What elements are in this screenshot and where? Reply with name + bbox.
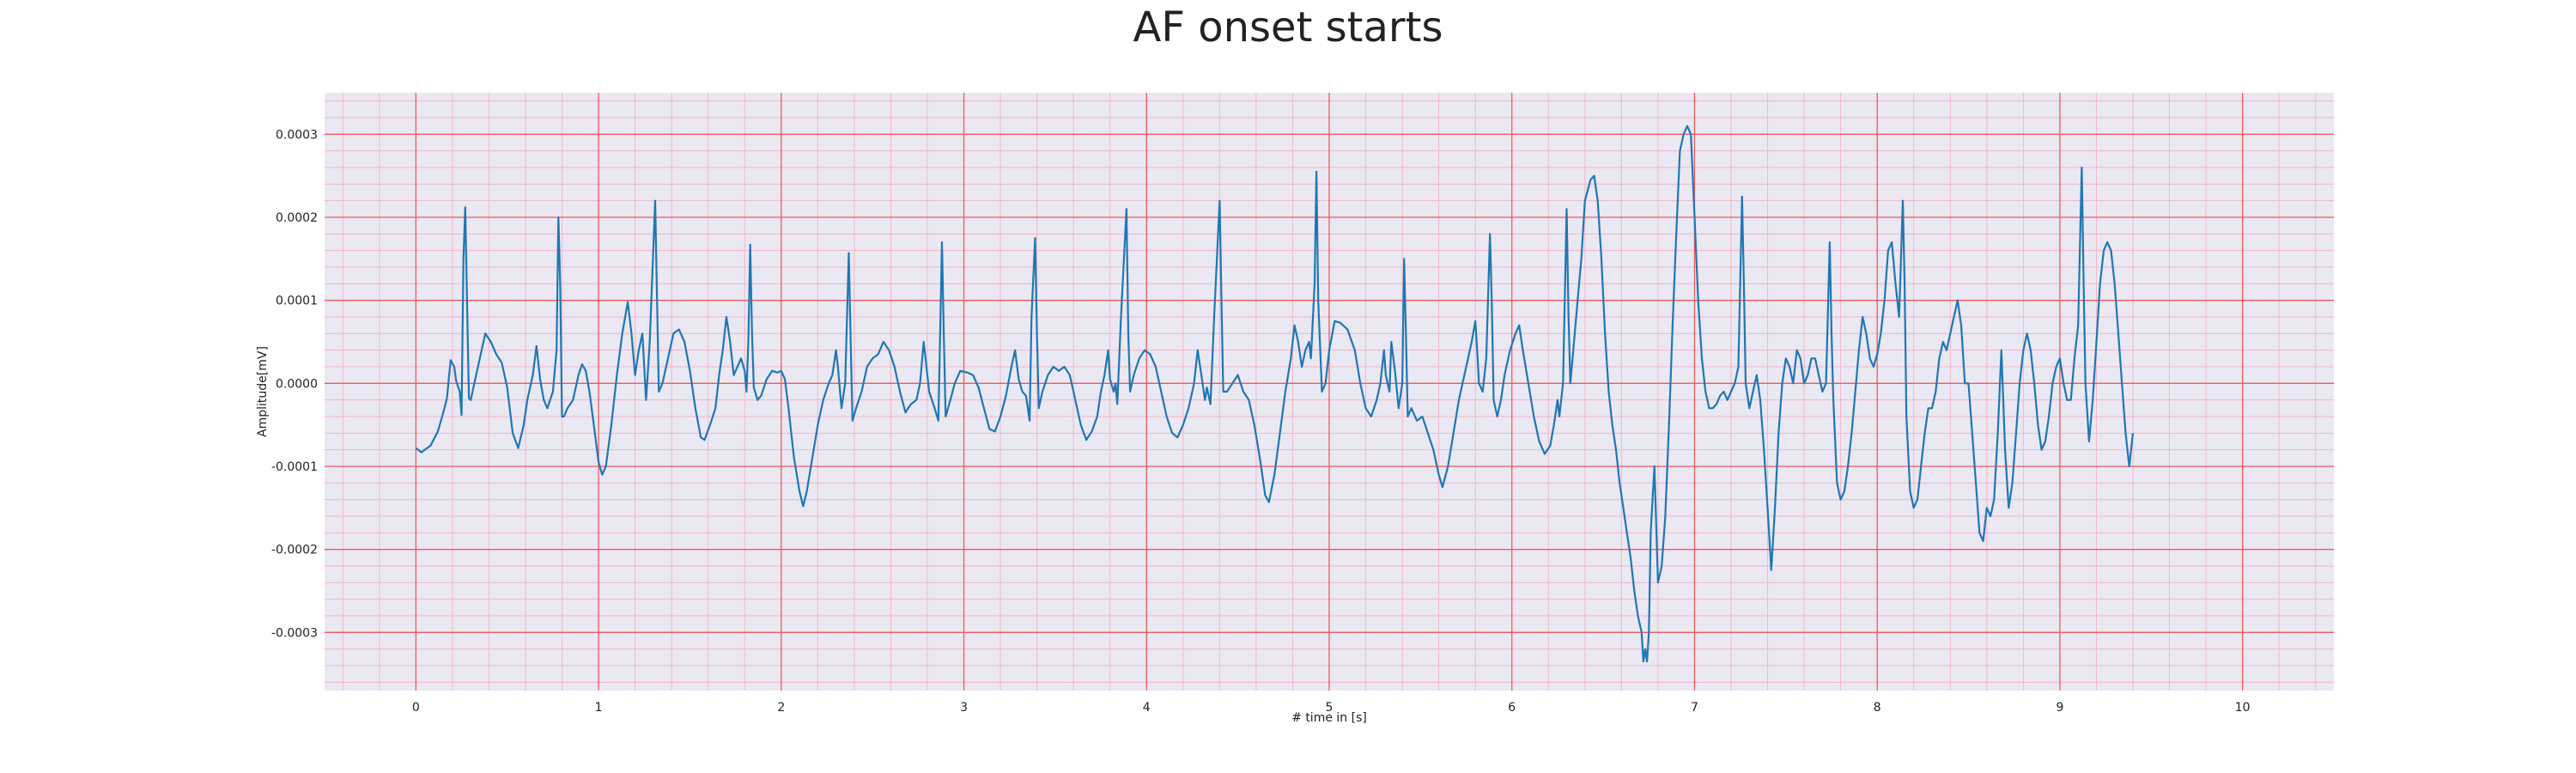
x-tick-label: 9 (2056, 701, 2063, 715)
y-tick-label: 0.0002 (276, 211, 318, 225)
y-tick-label: -0.0003 (271, 626, 318, 640)
y-tick-label: -0.0001 (271, 460, 318, 474)
major-grid (325, 93, 2334, 691)
y-tick-label: 0.0001 (276, 295, 318, 308)
x-tick-label: 10 (2235, 701, 2251, 715)
x-tick-labels: 0 1 2 3 4 5 6 7 8 9 10 (412, 701, 2251, 715)
y-tick-label: -0.0002 (271, 544, 318, 557)
x-tick-label: 6 (1508, 701, 1516, 715)
x-tick-label: 0 (412, 701, 420, 715)
y-tick-label: 0.0000 (276, 377, 318, 391)
x-tick-label: 1 (595, 701, 603, 715)
x-tick-label: 3 (960, 701, 968, 715)
y-tick-label: 0.0003 (276, 128, 318, 142)
y-tick-labels: -0.0003 -0.0002 -0.0001 0.0000 0.0001 0.0002 0… (271, 128, 318, 640)
x-tick-label: 8 (1874, 701, 1881, 715)
y-axis-label: Amplitude[mV] (256, 346, 270, 437)
ecg-series-line (415, 125, 2135, 663)
x-tick-label: 2 (777, 701, 785, 715)
x-tick-label: 7 (1691, 701, 1698, 715)
chart-title: AF onset starts (1133, 3, 1443, 52)
x-axis-label: # time in [s] (1291, 711, 1367, 725)
x-tick-label: 4 (1143, 701, 1151, 715)
x-tick-label: 5 (1326, 701, 1334, 715)
